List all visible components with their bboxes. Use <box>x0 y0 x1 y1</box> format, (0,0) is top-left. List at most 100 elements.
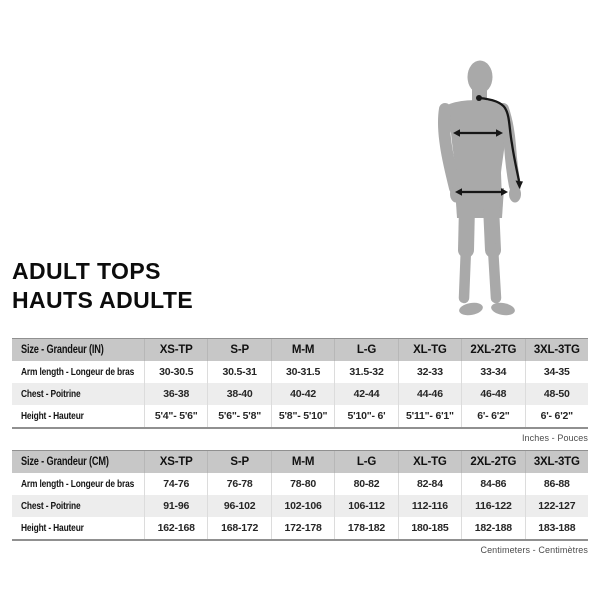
table-cell: 178-182 <box>334 517 397 539</box>
table-cell: 74-76 <box>144 473 207 495</box>
row-label: Arm length - Longeur de bras <box>12 361 144 383</box>
table-cell: 162-168 <box>144 517 207 539</box>
table-cell: 180-185 <box>397 517 461 539</box>
row-label-text: Arm length - Longeur de bras <box>21 478 135 490</box>
row-label-text: Arm length - Longeur de bras <box>21 366 135 378</box>
header-size-col: 3XL-3TG <box>524 451 588 473</box>
header-size-col: 3XL-3TG <box>524 339 588 361</box>
table-cell: 5'8"- 5'10" <box>270 405 334 427</box>
right-arm-shape <box>497 103 521 192</box>
size-table-inches: Size - Grandeur (IN) XS-TP S-P M-M L-G XL-TG 2… <box>12 338 588 429</box>
row-label: Chest - Poitrine <box>12 495 144 517</box>
header-size-label-text: Size - Grandeur (CM) <box>21 456 109 468</box>
header-size-col: L-G <box>334 451 398 473</box>
page-title-line1: ADULT TOPS <box>12 258 161 284</box>
right-foot-shape <box>491 302 515 316</box>
table-cell: 30.5-31 <box>207 361 270 383</box>
table-cell: 32-33 <box>397 361 461 383</box>
row-label-text: Chest - Poitrine <box>21 500 81 512</box>
arm-length-arrowhead-icon <box>515 180 523 189</box>
header-size-col: M-M <box>270 451 335 473</box>
table-cell: 6'- 6'2" <box>524 405 588 427</box>
size-table-cm-block: Size - Grandeur (CM) XS-TP S-P M-M L-G XL-TG 2… <box>12 450 588 555</box>
table-cell: 76-78 <box>207 473 270 495</box>
right-thigh-shape <box>483 198 501 258</box>
table-cell: 5'11"- 6'1" <box>397 405 461 427</box>
table-cell: 44-46 <box>397 383 462 405</box>
table-cell: 112-116 <box>397 495 462 517</box>
page-title-line2: HAUTS ADULTE <box>12 287 194 313</box>
row-label-text: Chest - Poitrine <box>21 388 81 400</box>
header-size-col: 2XL-2TG <box>461 339 525 361</box>
table-cell: 5'4"- 5'6" <box>144 405 207 427</box>
unit-caption-cm: Centimeters - Centimètres <box>480 545 588 555</box>
header-size-label: Size - Grandeur (IN) <box>12 339 144 361</box>
standing-man-silhouette <box>437 60 523 316</box>
right-calf-shape <box>487 242 502 304</box>
left-foot-shape <box>459 302 483 316</box>
table-cell: 86-88 <box>524 473 588 495</box>
table-cell: 36-38 <box>144 383 208 405</box>
header-size-col: L-G <box>334 339 398 361</box>
table-cell: 42-44 <box>334 383 398 405</box>
body-silhouette <box>437 60 521 316</box>
hip-arrowhead-right-icon <box>501 188 508 196</box>
row-label: Height - Hauteur <box>12 405 144 427</box>
table-cell: 116-122 <box>461 495 525 517</box>
header-size-col: XS-TP <box>144 451 208 473</box>
arm-length-start-dot <box>476 95 482 101</box>
arm-length-measure-line <box>478 96 521 182</box>
table-cell: 6'- 6'2" <box>461 405 524 427</box>
table-cell: 172-178 <box>270 517 334 539</box>
table-cell: 78-80 <box>270 473 334 495</box>
row-label: Arm length - Longeur de bras <box>12 473 144 495</box>
left-arm-shape <box>437 103 461 194</box>
table-cell: 5'10"- 6' <box>334 405 397 427</box>
left-hand-shape <box>450 185 462 203</box>
table-cell: 31.5-32 <box>334 361 397 383</box>
header-size-label: Size - Grandeur (CM) <box>12 451 144 473</box>
table-cell: 46-48 <box>461 383 525 405</box>
table-cell: 40-42 <box>270 383 335 405</box>
table-cell: 91-96 <box>144 495 208 517</box>
table-cell: 33-34 <box>461 361 524 383</box>
table-cell: 102-106 <box>270 495 335 517</box>
left-thigh-shape <box>458 198 475 258</box>
left-calf-shape <box>458 242 472 304</box>
page-title: ADULT TOPS HAUTS ADULTE <box>12 257 193 315</box>
table-cell: 30-31.5 <box>270 361 334 383</box>
chest-arrowhead-left-icon <box>453 129 460 137</box>
header-size-label-text: Size - Grandeur (IN) <box>21 344 104 356</box>
table-cell: 82-84 <box>397 473 461 495</box>
row-label-text: Height - Hauteur <box>21 522 84 534</box>
row-label-text: Height - Hauteur <box>21 410 84 422</box>
unit-caption-inches: Inches - Pouces <box>521 433 588 443</box>
measurement-annotations <box>453 95 523 196</box>
table-cell: 38-40 <box>207 383 271 405</box>
header-size-col: XL-TG <box>397 451 462 473</box>
header-size-col: S-P <box>207 451 271 473</box>
row-label: Chest - Poitrine <box>12 383 144 405</box>
hip-arrowhead-left-icon <box>455 188 462 196</box>
right-hand-shape <box>509 185 521 203</box>
table-cell: 96-102 <box>207 495 271 517</box>
table-cell: 182-188 <box>461 517 524 539</box>
table-cell: 168-172 <box>207 517 270 539</box>
table-cell: 5'6"- 5'8" <box>207 405 270 427</box>
row-label: Height - Hauteur <box>12 517 144 539</box>
table-cell: 122-127 <box>524 495 588 517</box>
figure-illustration <box>415 38 575 328</box>
table-cell: 183-188 <box>524 517 588 539</box>
table-cell: 30-30.5 <box>144 361 207 383</box>
table-cell: 80-82 <box>334 473 397 495</box>
header-size-col: 2XL-2TG <box>461 451 525 473</box>
size-table-inches-block: Size - Grandeur (IN) XS-TP S-P M-M L-G XL-TG 2… <box>12 338 588 443</box>
header-size-col: XL-TG <box>397 339 462 361</box>
table-cell: 84-86 <box>461 473 524 495</box>
table-cell: 34-35 <box>524 361 588 383</box>
table-cell: 106-112 <box>334 495 398 517</box>
header-size-col: XS-TP <box>144 339 208 361</box>
table-cell: 48-50 <box>524 383 588 405</box>
chest-arrowhead-right-icon <box>496 129 503 137</box>
